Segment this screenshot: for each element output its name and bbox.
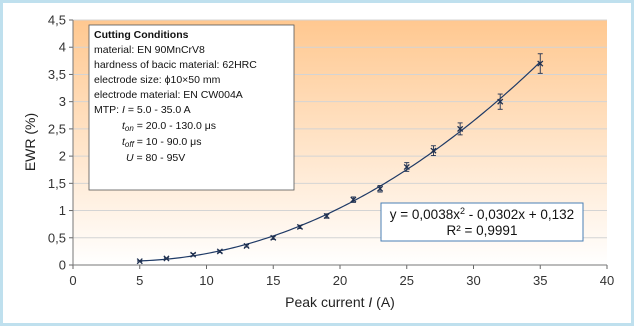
x-tick-label: 25 — [400, 273, 414, 288]
data-point — [163, 255, 170, 262]
conditions-electrode-size: electrode size: ϕ10×50 mm — [94, 74, 221, 86]
y-tick-labels: 0 0,5 1 1,5 2 2,5 3 3,5 4 4,5 — [48, 13, 66, 273]
conditions-ton: ton = 20.0 - 130.0 μs — [122, 120, 216, 133]
conditions-toff-sub: off — [125, 140, 135, 149]
conditions-mtp-rest: = 5.0 - 35.0 A — [125, 104, 191, 116]
data-point — [296, 223, 304, 230]
y-tick-label: 4 — [59, 40, 66, 55]
y-tick-label: 4,5 — [48, 13, 66, 28]
axes — [69, 19, 608, 269]
conditions-ton-rest: = 20.0 - 130.0 μs — [134, 120, 216, 132]
conditions-ton-var: t — [122, 120, 126, 132]
data-point — [537, 60, 544, 67]
conditions-toff-rest: = 10 - 90.0 μs — [134, 136, 202, 148]
conditions-toff: toff = 10 - 90.0 μs — [122, 136, 201, 149]
x-tick-label: 10 — [199, 273, 213, 288]
data-point — [323, 212, 330, 220]
cutting-conditions-frame — [88, 24, 295, 191]
conditions-material: material: EN 90MnCrV8 — [94, 44, 205, 56]
conditions-ton-sub: on — [125, 124, 134, 133]
y-tick-label: 3 — [59, 94, 66, 109]
y-tick-label: 2 — [59, 149, 66, 164]
data-point — [216, 248, 223, 255]
x-axis-title-unit: (A) — [372, 294, 395, 310]
r-squared: R² = 0,9991 — [447, 223, 518, 238]
x-axis-title-main: Peak current — [285, 294, 368, 310]
equation-frame — [380, 202, 584, 242]
equation-exponent: 2 — [460, 206, 465, 216]
x-tick-label: 0 — [69, 273, 76, 288]
conditions-title: Cutting Conditions — [94, 29, 189, 41]
y-tick-label: 2,5 — [48, 121, 66, 136]
data-point — [136, 258, 143, 265]
data-point — [350, 196, 357, 203]
y-axis-title: EWR (%) — [22, 113, 38, 171]
x-axis-title-var: I — [368, 294, 372, 310]
data-point — [430, 147, 437, 154]
data-point — [497, 98, 504, 105]
conditions-mtp-var: I — [122, 104, 125, 116]
x-tick-label: 40 — [600, 273, 614, 288]
x-tick-label: 20 — [333, 273, 347, 288]
equation-base: y = 0,0038x — [390, 207, 460, 222]
trendline-equation-box: y = 0,0038x2 - 0,0302x + 0,132 R² = 0,99… — [380, 202, 584, 242]
data-point — [270, 234, 277, 241]
conditions-toff-var: t — [122, 136, 126, 148]
x-axis-title: Peak current I (A) — [285, 294, 395, 310]
data-point — [376, 185, 384, 192]
data-points — [136, 60, 544, 265]
data-point — [403, 163, 410, 171]
conditions-electrode-material: electrode material: EN CW004A — [94, 89, 243, 101]
conditions-mtp-prefix: MTP: — [94, 104, 122, 116]
equation-rest: - 0,0302x + 0,132 — [465, 207, 574, 222]
y-tick-label: 0 — [59, 258, 66, 273]
x-tick-label: 15 — [266, 273, 280, 288]
y-tick-label: 1,5 — [48, 176, 66, 191]
trendline — [139, 61, 541, 262]
x-tick-label: 35 — [533, 273, 547, 288]
y-tick-label: 1 — [59, 203, 66, 218]
conditions-u-var: U — [126, 152, 134, 164]
conditions-mtp: MTP: I = 5.0 - 35.0 A — [94, 104, 191, 116]
data-point — [243, 242, 250, 250]
x-tick-label: 30 — [466, 273, 480, 288]
y-tick-label: 0,5 — [48, 230, 66, 245]
y-tick-label: 3,5 — [48, 67, 66, 82]
conditions-u: U = 80 - 95V — [126, 152, 185, 164]
cutting-conditions-box: Cutting Conditions material: EN 90MnCrV8… — [88, 24, 295, 191]
conditions-u-rest: = 80 - 95V — [134, 152, 186, 164]
x-tick-labels: 0 5 10 15 20 25 30 35 40 — [69, 273, 614, 288]
data-point — [457, 125, 464, 132]
conditions-hardness: hardness of bacic material: 62HRC — [94, 59, 257, 71]
trendline-equation: y = 0,0038x2 - 0,0302x + 0,132 — [390, 206, 574, 222]
x-tick-label: 5 — [136, 273, 143, 288]
data-point — [190, 251, 197, 258]
